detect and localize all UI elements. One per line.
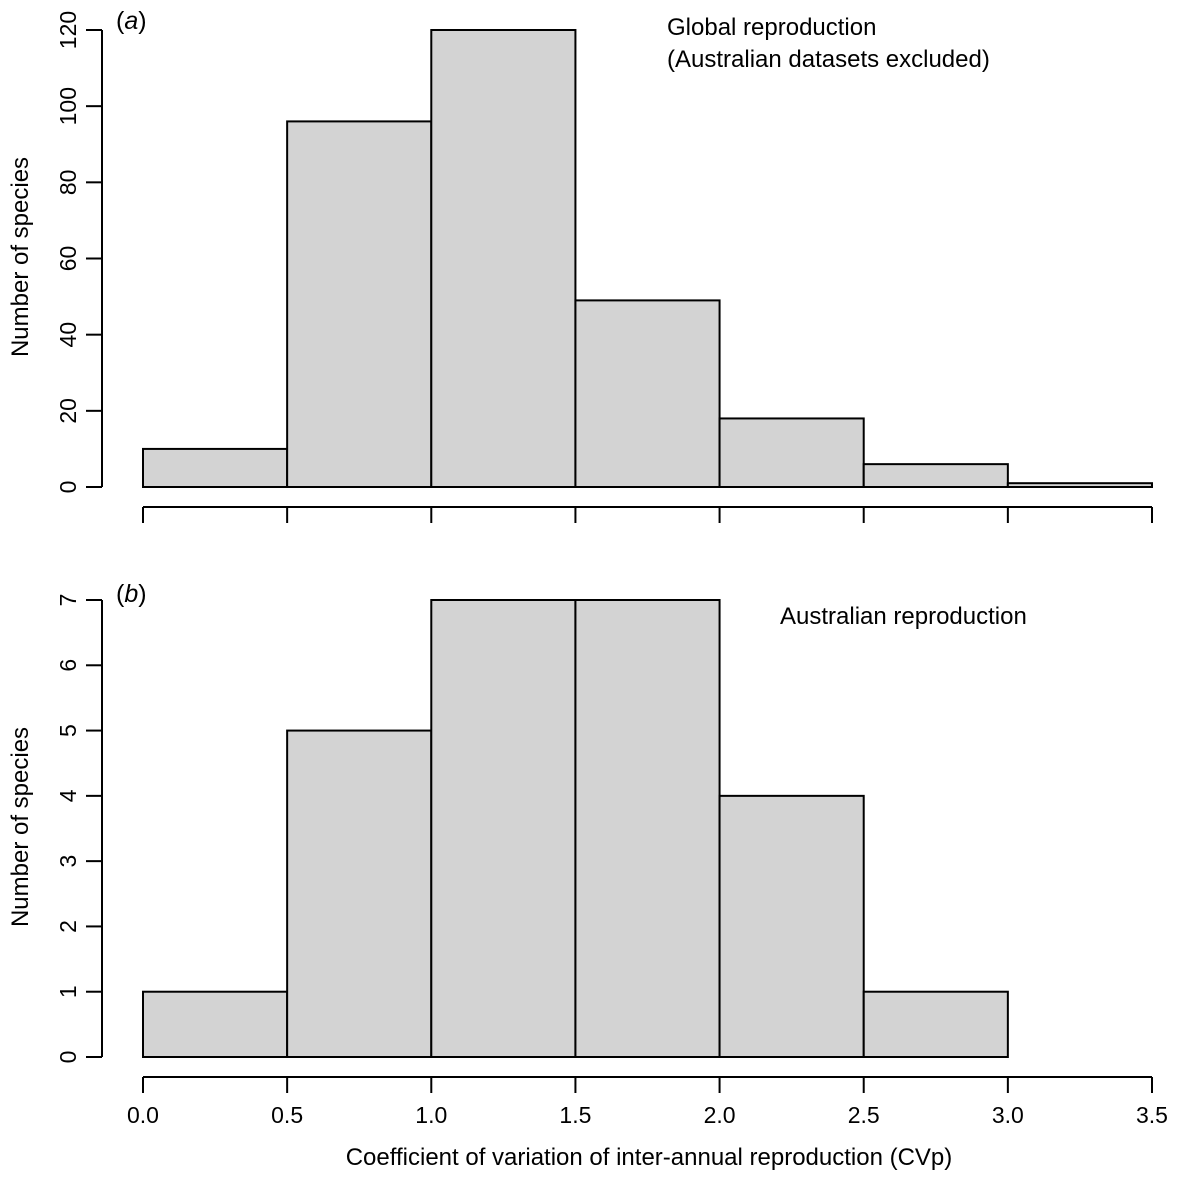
panel-b-y-axis: 0 1 2 3 4 5 6 7 (55, 594, 103, 1064)
histogram-bar (574, 299, 721, 488)
x-tick-label: 3.0 (992, 1102, 1024, 1128)
panel-a-x-axis (142, 506, 1153, 523)
x-tick-label: 0.5 (271, 1102, 303, 1128)
panel-a-title-line-1: Global reproduction (667, 14, 876, 41)
y-tick-label: 0 (55, 1051, 81, 1064)
histogram-bar (286, 120, 433, 489)
histogram-bar (142, 990, 289, 1059)
x-tick-label: 0.0 (127, 1102, 159, 1128)
x-tick-label: 3.5 (1136, 1102, 1168, 1128)
panel-a-y-axis-label: Number of species (7, 157, 34, 357)
histogram-bar (286, 729, 433, 1058)
histogram-bar (142, 447, 289, 488)
y-tick-label: 80 (55, 170, 81, 196)
y-tick-label: 40 (55, 322, 81, 348)
y-tick-label: 100 (55, 87, 81, 125)
y-tick-label: 5 (55, 724, 81, 737)
histogram-bar (718, 417, 865, 489)
histogram-bar (574, 599, 721, 1058)
histogram-bar (1006, 482, 1153, 489)
y-tick-label: 60 (55, 246, 81, 272)
panel-a-letter: (a) (116, 7, 147, 35)
panel-b-bars (142, 599, 1009, 1059)
y-tick-label: 6 (55, 659, 81, 672)
x-tick-label: 2.5 (848, 1102, 880, 1128)
histogram-bar (862, 463, 1009, 488)
histogram-bar (430, 29, 577, 488)
y-tick-label: 3 (55, 855, 81, 868)
x-tick-label: 2.0 (704, 1102, 736, 1128)
panel-a-title-line-2: (Australian datasets excluded) (667, 46, 990, 73)
y-tick-label: 0 (55, 481, 81, 494)
y-tick-label: 1 (55, 985, 81, 998)
y-tick-label: 7 (55, 594, 81, 607)
y-tick-label: 120 (55, 11, 81, 49)
panel-a-y-axis: 0 20 40 60 80 100 120 (55, 11, 103, 494)
panel-a-global-reproduction: (a) Global reproduction (Australian data… (7, 7, 1153, 523)
x-tick-label: 1.5 (559, 1102, 591, 1128)
panel-a-bars (142, 29, 1153, 489)
y-tick-label: 20 (55, 398, 81, 424)
panel-b-letter: (b) (116, 580, 147, 608)
panel-b-y-axis-label: Number of species (7, 727, 34, 927)
x-tick-label: 1.0 (415, 1102, 447, 1128)
y-tick-label: 2 (55, 920, 81, 933)
y-tick-label: 4 (55, 789, 81, 802)
histogram-bar (862, 990, 1009, 1059)
panel-b-australian-reproduction: (b) Australian reproduction Number of sp… (7, 580, 1168, 1171)
panel-b-x-axis: 0.0 0.5 1.0 1.5 2.0 2.5 3.0 3.5 (127, 1076, 1168, 1128)
histogram-bar (718, 794, 865, 1058)
histogram-bar (430, 599, 577, 1058)
x-axis-label: Coefficient of variation of inter-annual… (346, 1144, 953, 1171)
panel-b-title: Australian reproduction (780, 603, 1027, 630)
